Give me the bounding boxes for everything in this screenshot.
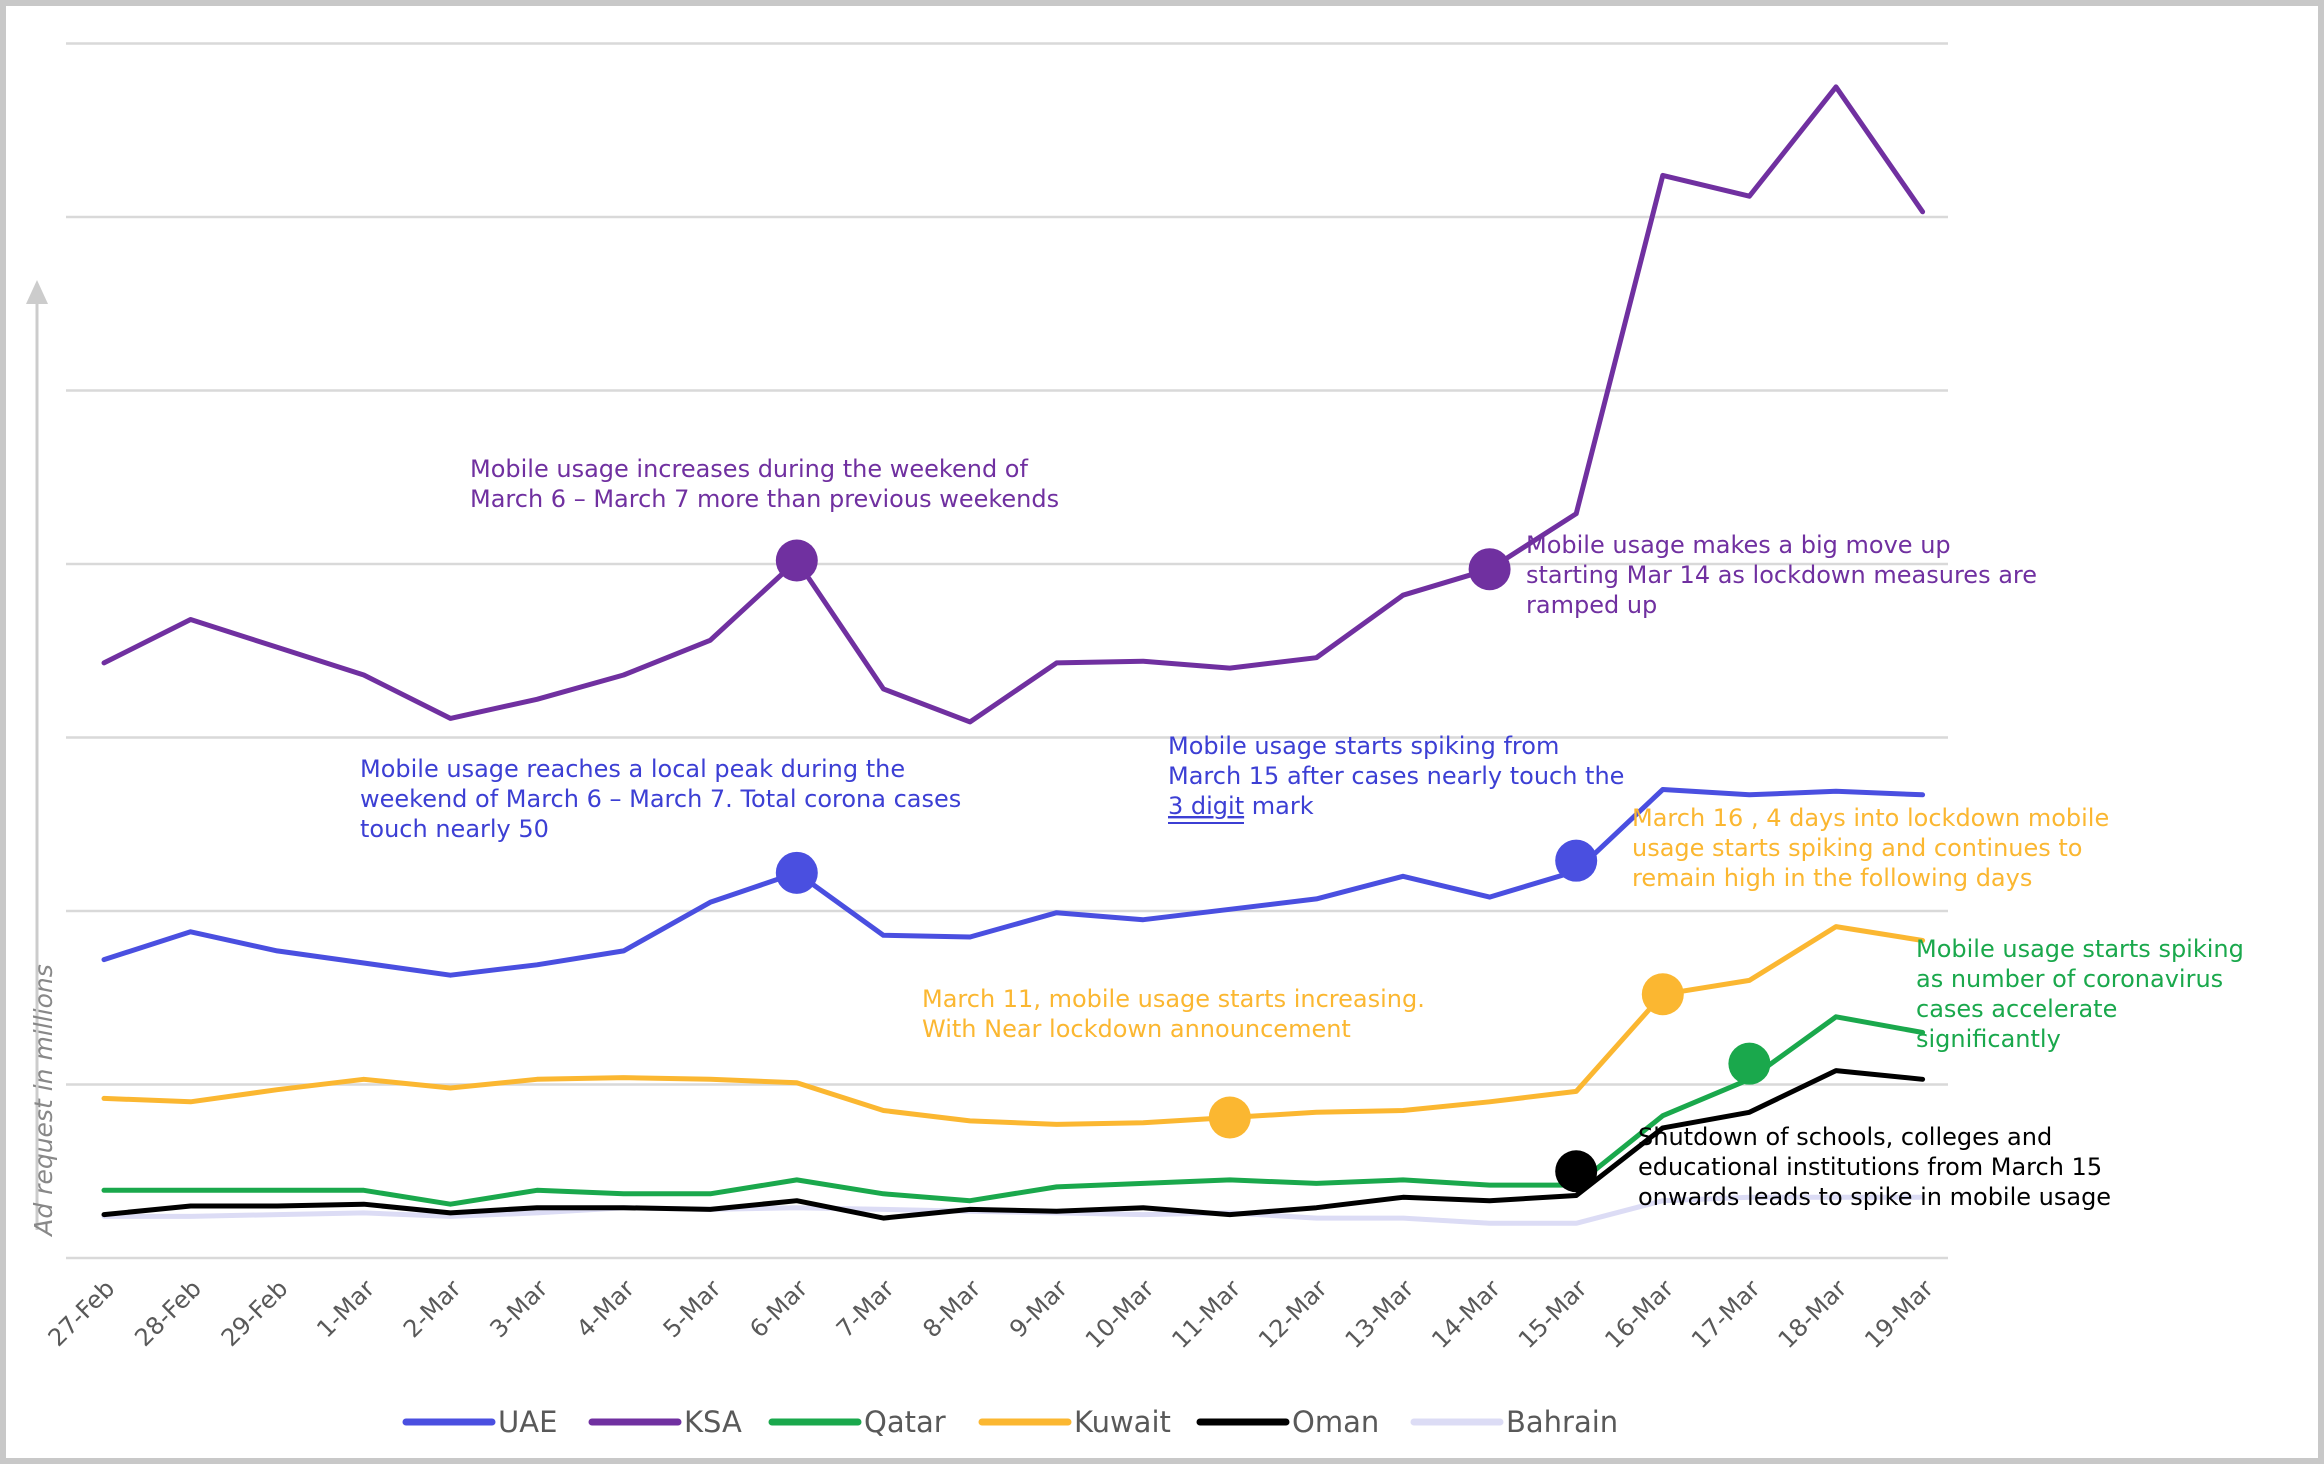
annotation-3-line-3: touch nearly 50 [360, 815, 549, 843]
annotation-2-line-3: ramped up [1526, 591, 1657, 619]
annotation-8: Shutdown of schools, colleges andeducati… [1638, 1123, 2111, 1211]
annotation-7-line-3: cases accelerate [1916, 995, 2117, 1023]
legend-label-oman: Oman [1292, 1405, 1379, 1439]
gridlines [66, 42, 1948, 1260]
y-axis-arrow-head [26, 280, 48, 304]
highlight-markers [775, 539, 1771, 1193]
annotation-1-line-2: March 6 – March 7 more than previous wee… [470, 485, 1059, 513]
legend-label-ksa: KSA [684, 1405, 742, 1439]
annotation-8-line-1: Shutdown of schools, colleges and [1638, 1123, 2052, 1151]
annotation-5-line-2: usage starts spiking and continues to [1632, 834, 2083, 862]
annotation-4-line-3: 3 digit mark [1168, 792, 1314, 820]
annotation-3-line-1: Mobile usage reaches a local peak during… [360, 755, 905, 783]
annotation-5-line-3: remain high in the following days [1632, 864, 2032, 892]
annotation-6-line-1: March 11, mobile usage starts increasing… [922, 985, 1425, 1013]
annotation-8-line-3: onwards leads to spike in mobile usage [1638, 1183, 2111, 1211]
annotation-5: March 16 , 4 days into lockdown mobileus… [1632, 804, 2109, 892]
annotations: Mobile usage increases during the weeken… [360, 455, 2244, 1211]
annotation-4-line-2: March 15 after cases nearly touch the [1168, 762, 1624, 790]
legend-label-kuwait: Kuwait [1074, 1405, 1171, 1439]
series-line-oman [101, 1068, 1926, 1221]
marker-qatar-17-mar [1728, 1042, 1771, 1085]
annotation-7-line-2: as number of coronavirus [1916, 965, 2223, 993]
annotation-underlined-term: 3 digit [1168, 792, 1244, 820]
series-line-qatar [101, 1014, 1926, 1207]
annotation-1-line-1: Mobile usage increases during the weeken… [470, 455, 1028, 483]
marker-kuwait-16-mar [1641, 973, 1684, 1016]
series-line-kuwait [101, 924, 1926, 1127]
annotation-3: Mobile usage reaches a local peak during… [360, 755, 961, 843]
legend-label-uae: UAE [498, 1405, 557, 1439]
marker-ksa-6-mar [775, 539, 818, 582]
y-axis-label: Ad request in millions [29, 964, 58, 1237]
annotation-1: Mobile usage increases during the weeken… [470, 455, 1059, 513]
annotation-7-line-1: Mobile usage starts spiking [1916, 935, 2244, 963]
y-axis: Ad request in millions [26, 280, 58, 1238]
annotation-6: March 11, mobile usage starts increasing… [922, 985, 1425, 1043]
annotation-6-line-2: With Near lockdown announcement [922, 1015, 1351, 1043]
annotation-2: Mobile usage makes a big move upstarting… [1526, 531, 2037, 619]
legend: UAE KSA Qatar Kuwait Oman Bahrain [402, 1405, 1618, 1439]
annotation-2-line-2: starting Mar 14 as lockdown measures are [1526, 561, 2037, 589]
marker-oman-15-mar [1555, 1150, 1598, 1193]
annotation-3-line-2: weekend of March 6 – March 7. Total coro… [360, 785, 961, 813]
series-lines [101, 84, 1926, 1226]
annotation-5-line-1: March 16 , 4 days into lockdown mobile [1632, 804, 2109, 832]
annotation-7-line-4: significantly [1916, 1025, 2061, 1053]
legend-label-bahrain: Bahrain [1506, 1405, 1618, 1439]
marker-uae-6-mar [775, 851, 818, 894]
marker-ksa-14-mar [1468, 548, 1511, 591]
marker-uae-15-mar [1555, 839, 1598, 882]
series-line-uae [101, 787, 1926, 978]
annotation-8-line-2: educational institutions from March 15 [1638, 1153, 2102, 1181]
annotation-2-line-1: Mobile usage makes a big move up [1526, 531, 1951, 559]
annotation-4-line-1: Mobile usage starts spiking from [1168, 732, 1559, 760]
marker-kuwait-11-mar [1208, 1096, 1251, 1139]
series-line-ksa [101, 84, 1926, 725]
annotation-line-rest: mark [1244, 792, 1314, 820]
legend-label-qatar: Qatar [864, 1405, 946, 1439]
